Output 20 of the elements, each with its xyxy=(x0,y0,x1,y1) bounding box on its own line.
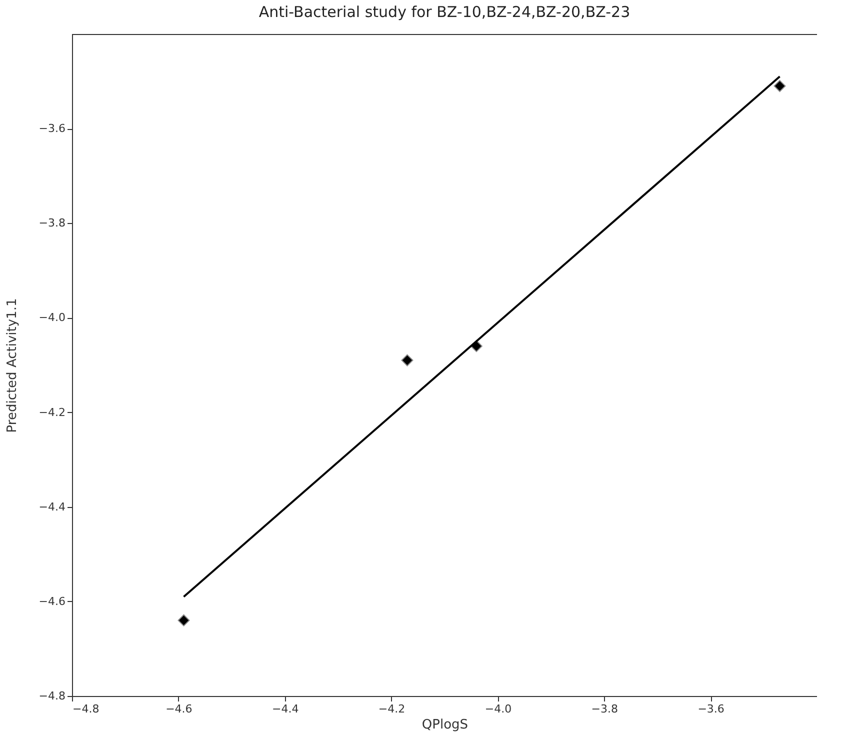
y-tick-label: −3.6 xyxy=(38,122,66,136)
y-tick-label: −4.8 xyxy=(38,690,66,702)
y-tick-label: −4.6 xyxy=(38,594,66,608)
x-tick-label: −4.2 xyxy=(378,702,406,716)
y-tick-label: −4.0 xyxy=(38,311,66,324)
point xyxy=(774,80,786,92)
x-tick-label: −4.0 xyxy=(484,702,512,716)
x-axis-title: QPlogS xyxy=(422,718,468,732)
y-tick-label: −4.4 xyxy=(38,500,66,514)
y-axis-title: Predicted Activity1.1 xyxy=(4,298,20,433)
point xyxy=(401,354,414,366)
y-tick-label: −3.8 xyxy=(38,216,66,230)
point xyxy=(178,614,190,626)
x-tick-label: −3.6 xyxy=(698,702,724,716)
x-tick-label: −3.8 xyxy=(591,702,618,716)
chart-title: Anti-Bacterial study for BZ-10,BZ-24,BZ-20,BZ-23 xyxy=(258,3,630,21)
x-tick-label: −4.4 xyxy=(272,702,299,716)
y-tick-label: −4.2 xyxy=(38,406,66,419)
x-tick-label: −4.6 xyxy=(166,702,192,716)
x-tick-label: −4.8 xyxy=(72,702,100,716)
